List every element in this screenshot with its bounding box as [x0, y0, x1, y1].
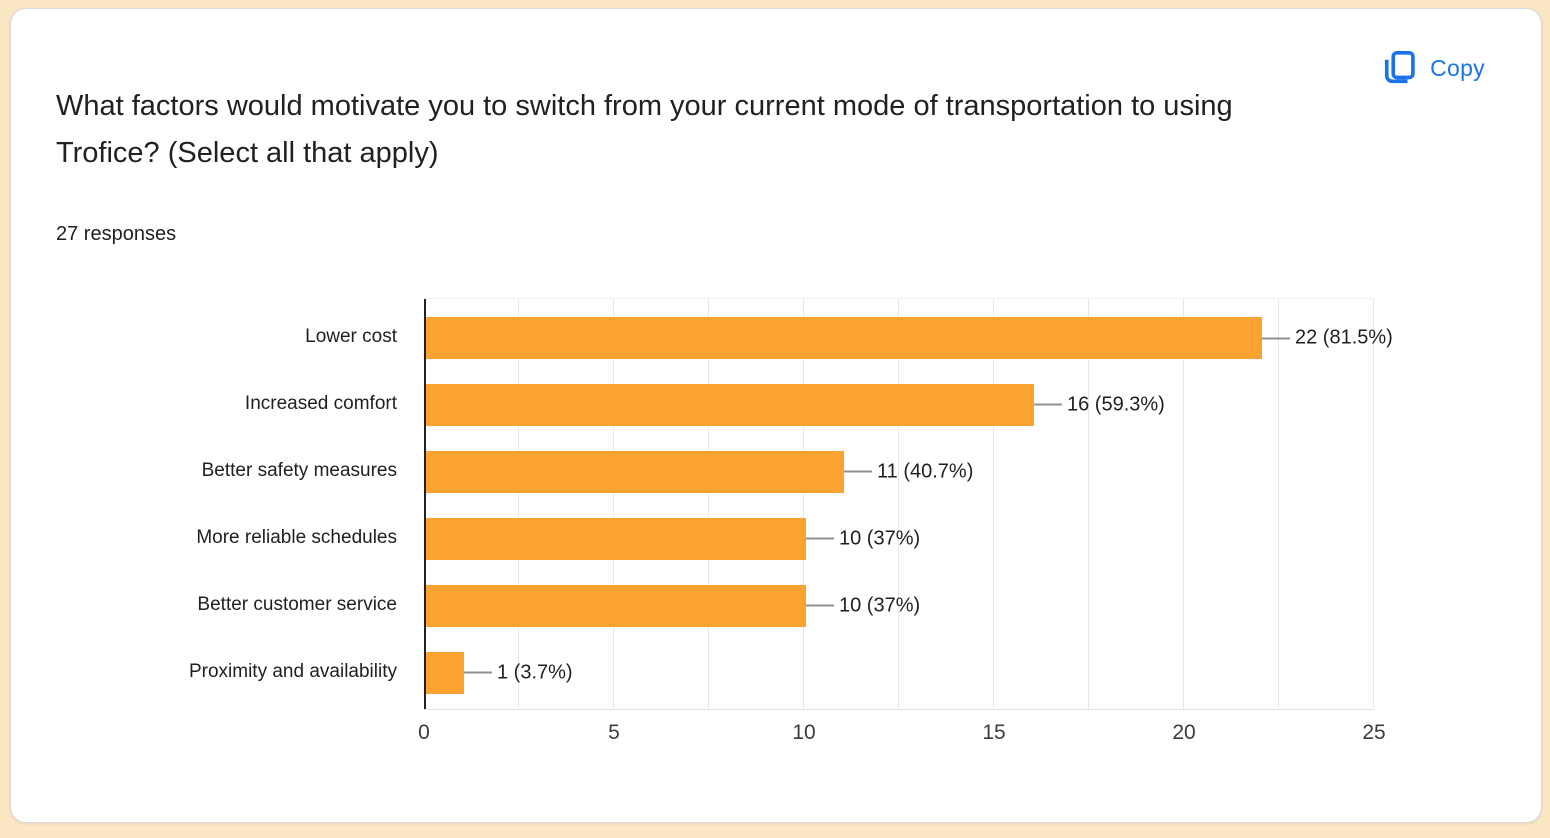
x-tick-label: 20 — [1172, 721, 1196, 744]
copy-icon — [1385, 50, 1415, 84]
copy-button[interactable]: Copy — [1373, 45, 1491, 91]
x-axis-baseline — [424, 299, 426, 709]
value-annotation: 10 (37%) — [806, 527, 920, 550]
category-label: Better safety measures — [201, 459, 397, 481]
value-label: 1 (3.7%) — [497, 661, 573, 683]
value-annotation: 11 (40.7%) — [844, 460, 973, 483]
question-title: What factors would motivate you to switc… — [56, 90, 1233, 169]
value-connector-line — [806, 604, 834, 607]
value-connector-line — [844, 470, 872, 473]
value-label: 16 (59.3%) — [1067, 393, 1165, 416]
value-annotation: 1 (3.7%) — [464, 661, 573, 684]
value-label: 10 (37%) — [839, 527, 921, 550]
gridline — [898, 299, 899, 709]
category-label: More reliable schedules — [196, 526, 397, 548]
gridline — [708, 299, 709, 709]
value-connector-line — [806, 537, 834, 540]
gridline — [1088, 299, 1089, 709]
category-label: Proximity and availability — [188, 660, 397, 682]
value-connector-line — [1034, 403, 1062, 406]
plot-area: 22 (81.5%) 16 (59.3%) 11 (40.7%) 10 (37%) 10… — [424, 298, 1393, 710]
bar[interactable] — [426, 383, 1034, 426]
value-label: 10 (37%) — [839, 594, 921, 617]
x-tick-label: 5 — [608, 721, 620, 744]
responses-count: 27 responses — [56, 223, 177, 245]
gridline — [1183, 299, 1184, 709]
gridline — [993, 299, 994, 709]
value-annotation: 22 (81.5%) — [1262, 327, 1393, 350]
bar-chart: 22 (81.5%) 16 (59.3%) 11 (40.7%) 10 (37%) 10… — [11, 290, 1541, 800]
value-label: 22 (81.5%) — [1295, 326, 1393, 349]
bar[interactable] — [426, 584, 806, 627]
x-tick-label: 10 — [792, 721, 816, 744]
gridline — [803, 299, 804, 709]
value-label: 11 (40.7%) — [877, 460, 974, 483]
x-tick-label: 0 — [418, 721, 430, 744]
category-label: Better customer service — [197, 593, 397, 615]
bar[interactable] — [426, 450, 844, 493]
bar[interactable] — [426, 317, 1262, 359]
copy-button-label: Copy — [1430, 54, 1485, 81]
x-tick-label: 15 — [982, 721, 1006, 744]
category-label: Lower cost — [305, 326, 397, 347]
category-label: Increased comfort — [244, 392, 397, 414]
value-connector-line — [464, 671, 492, 674]
bar[interactable] — [426, 517, 806, 560]
chart-card: Copy What factors would motivate you to … — [10, 8, 1542, 823]
gridline — [613, 299, 614, 709]
value-annotation: 10 (37%) — [806, 594, 920, 617]
bar[interactable] — [426, 651, 464, 694]
gridline — [1278, 299, 1279, 709]
gridline — [1373, 299, 1374, 709]
value-annotation: 16 (59.3%) — [1034, 393, 1165, 416]
value-connector-line — [1262, 337, 1290, 339]
x-tick-label: 25 — [1362, 721, 1386, 744]
gridline — [518, 299, 519, 709]
